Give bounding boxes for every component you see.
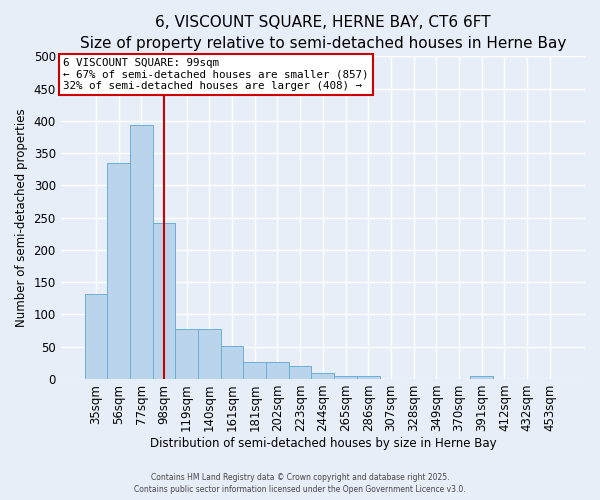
- Bar: [175, 328, 198, 379]
- Bar: [130, 126, 152, 379]
- Bar: [334, 376, 357, 379]
- Bar: [107, 163, 130, 379]
- Bar: [198, 328, 221, 379]
- Y-axis label: Number of semi-detached properties: Number of semi-detached properties: [15, 108, 28, 327]
- Bar: [152, 224, 175, 379]
- Bar: [244, 362, 266, 379]
- X-axis label: Distribution of semi-detached houses by size in Herne Bay: Distribution of semi-detached houses by …: [149, 437, 496, 450]
- Bar: [311, 373, 334, 379]
- Bar: [357, 376, 380, 379]
- Text: Contains HM Land Registry data © Crown copyright and database right 2025.
Contai: Contains HM Land Registry data © Crown c…: [134, 472, 466, 494]
- Bar: [221, 346, 244, 379]
- Bar: [470, 376, 493, 379]
- Bar: [85, 294, 107, 379]
- Title: 6, VISCOUNT SQUARE, HERNE BAY, CT6 6FT
Size of property relative to semi-detache: 6, VISCOUNT SQUARE, HERNE BAY, CT6 6FT S…: [80, 15, 566, 51]
- Text: 6 VISCOUNT SQUARE: 99sqm
← 67% of semi-detached houses are smaller (857)
32% of : 6 VISCOUNT SQUARE: 99sqm ← 67% of semi-d…: [63, 58, 369, 91]
- Bar: [289, 366, 311, 379]
- Bar: [266, 362, 289, 379]
